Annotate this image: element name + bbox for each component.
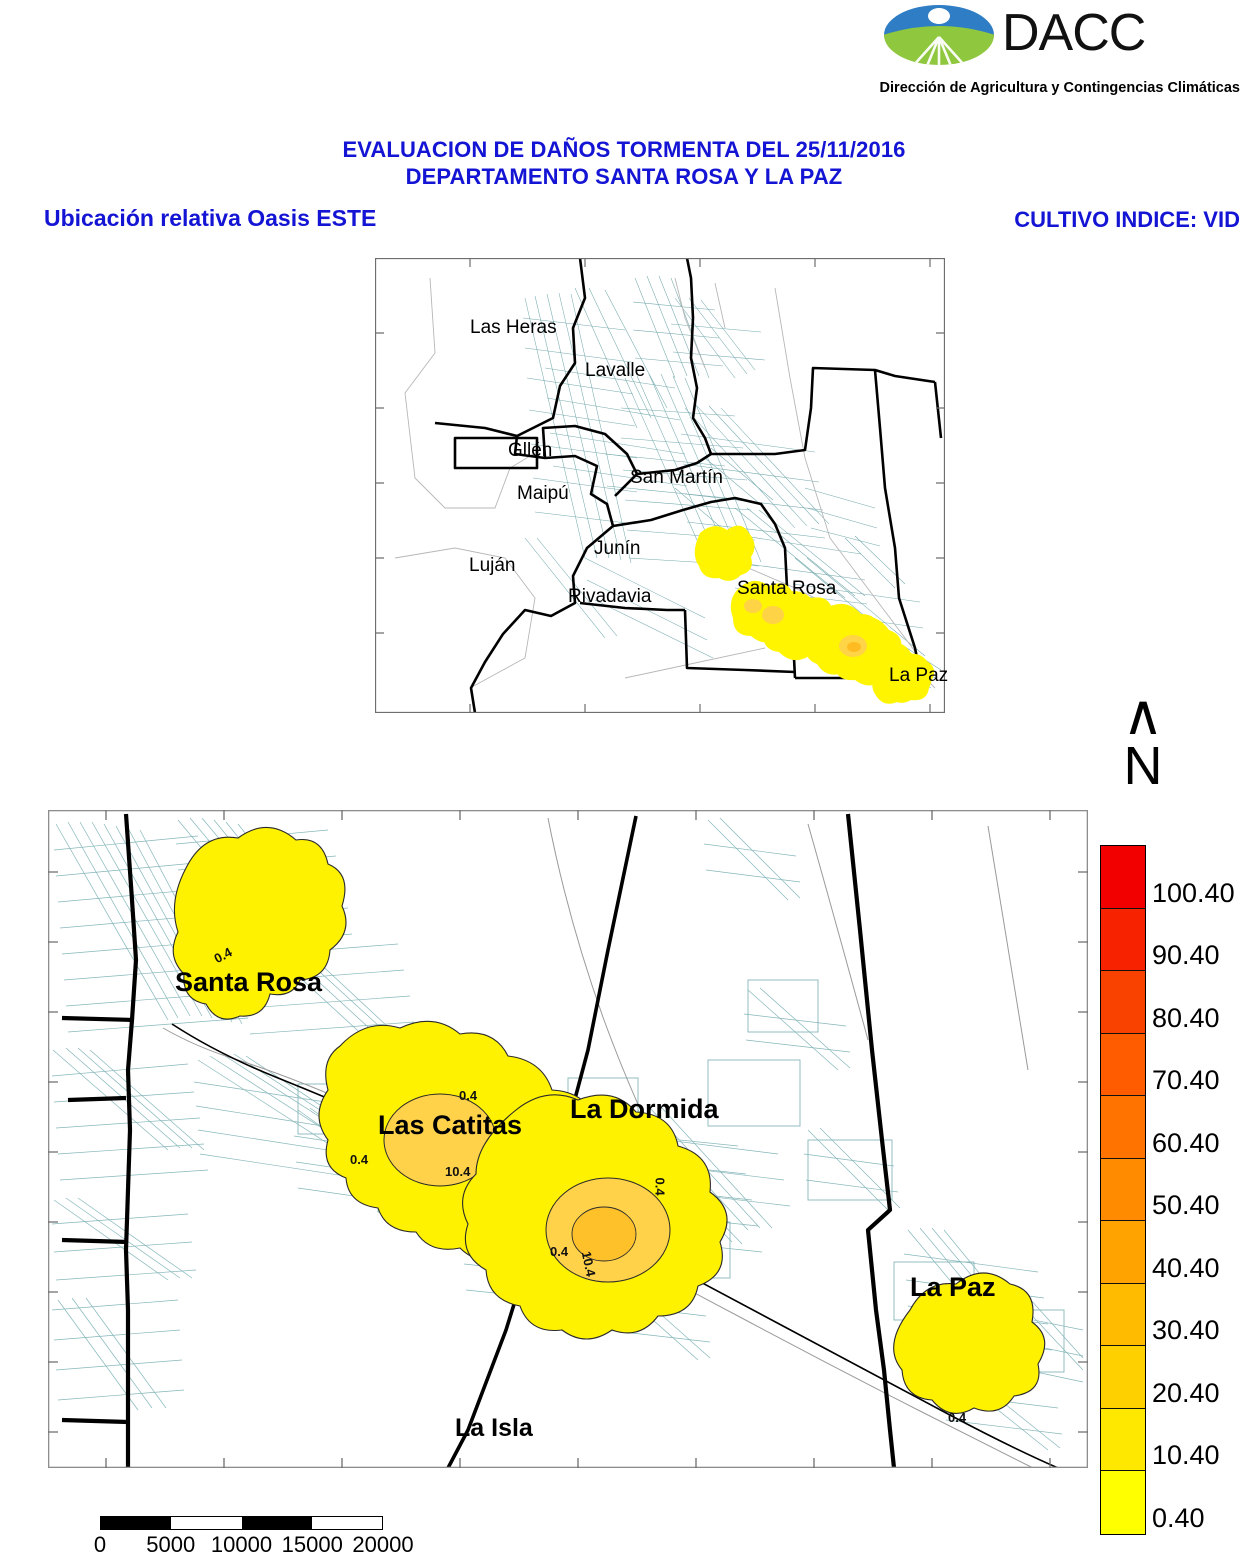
colorbar-segment	[1101, 846, 1145, 909]
colorbar-tick-label: 50.40	[1152, 1190, 1220, 1221]
colorbar-tick-label: 100.40	[1152, 877, 1235, 908]
page-title: EVALUACION DE DAÑOS TORMENTA DEL 25/11/2…	[0, 136, 1248, 190]
damage-zones-inset	[694, 525, 935, 704]
colorbar-tick-label: 40.40	[1152, 1252, 1220, 1283]
colorbar-segment	[1101, 1283, 1145, 1347]
colorbar-segment	[1101, 1408, 1145, 1472]
dacc-logo-icon	[884, 5, 994, 65]
scalebar-segment	[241, 1517, 312, 1529]
subtitle-cultivo: CULTIVO INDICE: VID	[1014, 207, 1240, 232]
colorbar-tick-label: 60.40	[1152, 1127, 1220, 1158]
colorbar-segment	[1101, 1471, 1145, 1534]
page-title-line1: EVALUACION DE DAÑOS TORMENTA DEL 25/11/2…	[342, 137, 906, 162]
subtitle-ubicacion: Ubicación relativa Oasis ESTE	[44, 205, 377, 231]
scalebar-track	[100, 1516, 383, 1530]
colorbar-tick-label: 80.40	[1152, 1002, 1220, 1033]
locator-inset-map	[375, 258, 945, 713]
north-arrow-caret: ∧	[1122, 683, 1164, 746]
colorbar-segment	[1101, 908, 1145, 972]
scalebar-tick-label: 20000	[352, 1532, 414, 1557]
north-arrow: ∧ N	[1098, 683, 1188, 818]
north-arrow-label: N	[1123, 736, 1163, 796]
damage-colorbar-labels: 0.40 10.40 20.40 30.40 40.40 50.40 60.40 70.40 8…	[1152, 845, 1248, 1535]
scalebar-labels: 0 5000 10000 15000 20000	[94, 1530, 420, 1557]
scalebar-segment	[311, 1517, 382, 1529]
colorbar-tick-label: 70.40	[1152, 1065, 1220, 1096]
main-map-frame	[48, 810, 1088, 1468]
colorbar-tick-label: 30.40	[1152, 1315, 1220, 1346]
scalebar-tick-label: 15000	[281, 1532, 343, 1557]
dacc-wordmark: DACC	[1002, 4, 1146, 62]
scalebar-tick-label: 5000	[146, 1532, 196, 1557]
scalebar-tick-label: 0	[93, 1532, 107, 1557]
scalebar-tick-label: 10000	[210, 1532, 273, 1557]
org-subtitle: Dirección de Agricultura y Contingencias…	[879, 80, 1240, 96]
scalebar-segment	[171, 1517, 242, 1529]
scalebar-segment	[101, 1517, 172, 1529]
inset-frame	[375, 258, 945, 713]
colorbar-tick-label: 20.40	[1152, 1377, 1220, 1408]
damage-zone-santa-rosa	[172, 826, 347, 1020]
colorbar-segment	[1101, 1346, 1145, 1409]
colorbar-segment	[1101, 971, 1145, 1034]
colorbar-segment	[1101, 1096, 1145, 1159]
colorbar-tick-label: 90.40	[1152, 940, 1220, 971]
main-detail-map	[48, 810, 1088, 1468]
colorbar-tick-label: 0.40	[1152, 1503, 1205, 1533]
damage-zones-main	[172, 826, 1046, 1414]
header-branding: DACC Dirección de Agricultura y Continge…	[880, 2, 1240, 102]
scalebar: 0 5000 10000 15000 20000	[94, 1516, 420, 1560]
colorbar-tick-label: 10.40	[1152, 1440, 1220, 1471]
damage-colorbar	[1100, 845, 1146, 1535]
colorbar-segment	[1101, 1033, 1145, 1097]
colorbar-segment	[1101, 1221, 1145, 1284]
colorbar-segment	[1101, 1158, 1145, 1222]
damage-zone-la-dormida	[462, 1094, 728, 1340]
damage-zone-la-paz	[893, 1272, 1046, 1414]
page-title-line2: DEPARTAMENTO SANTA ROSA Y LA PAZ	[405, 164, 843, 189]
